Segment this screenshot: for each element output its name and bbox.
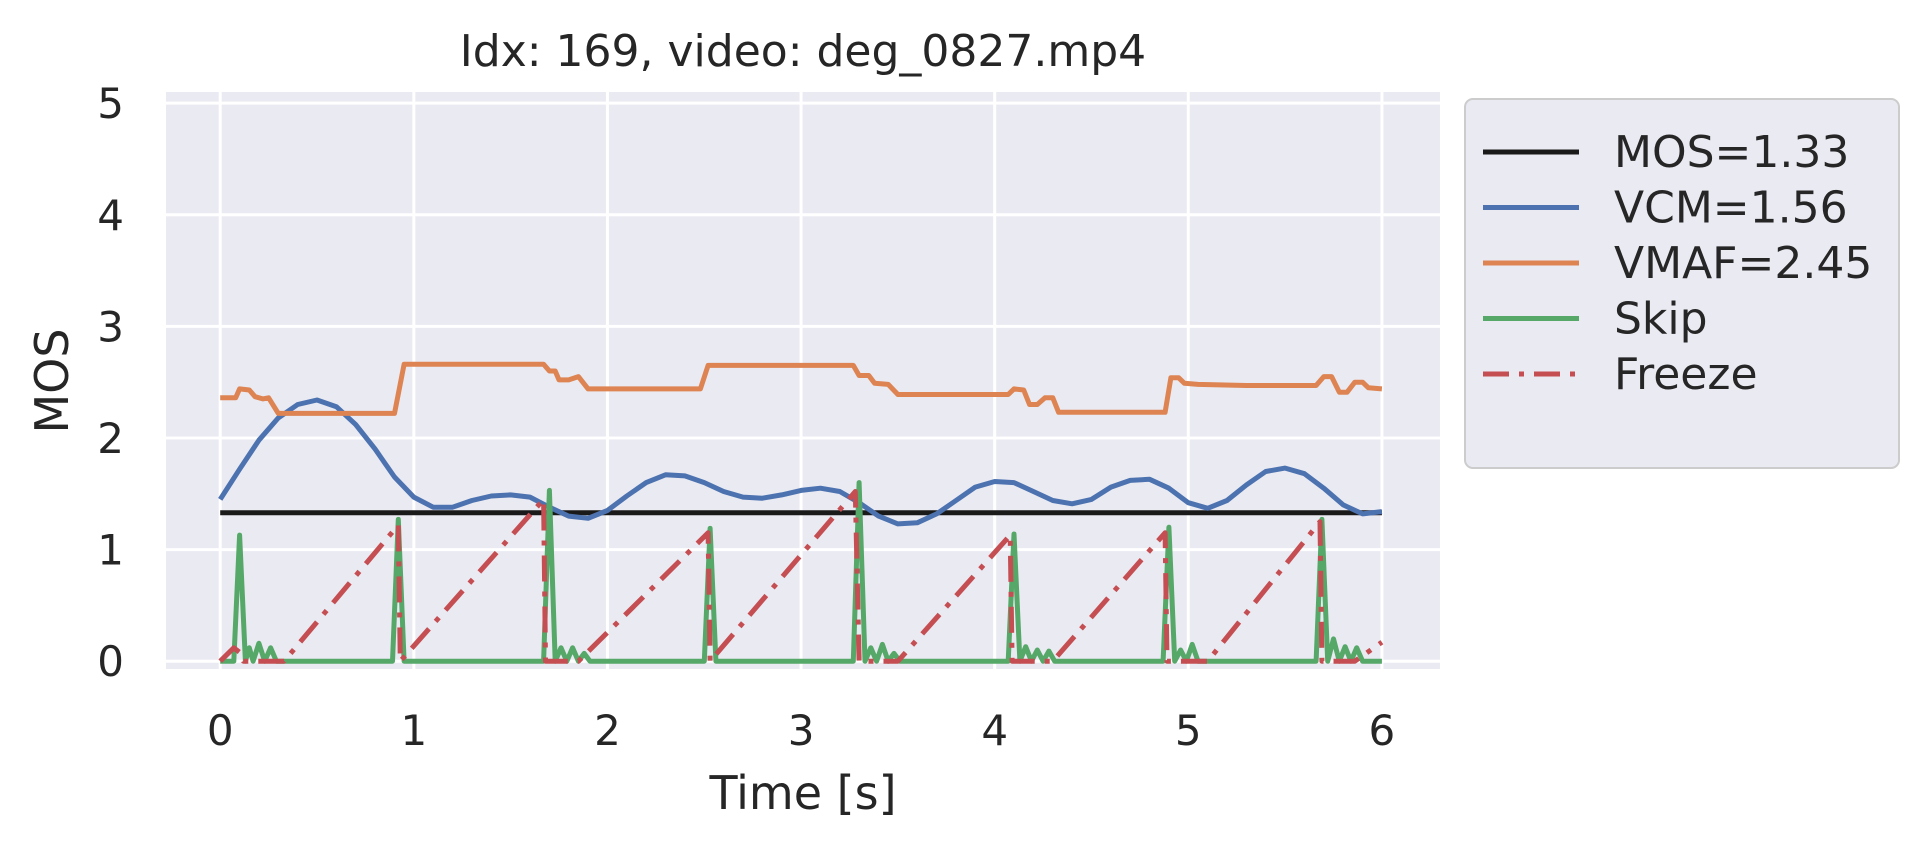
legend-label: Skip xyxy=(1614,294,1708,345)
legend-entry: VCM=1.56 xyxy=(1483,183,1848,234)
plot-area-background xyxy=(166,92,1440,669)
legend-label: MOS=1.33 xyxy=(1614,127,1849,178)
x-axis-label: Time [s] xyxy=(708,766,896,820)
legend-entry: Freeze xyxy=(1483,349,1758,400)
series-line-freeze xyxy=(218,489,1384,664)
x-tick-label: 5 xyxy=(1175,706,1202,755)
y-tick-labels: 0 1 2 3 4 5 xyxy=(97,79,124,686)
x-tick-label: 3 xyxy=(788,706,815,755)
legend-label: VMAF=2.45 xyxy=(1614,238,1872,289)
y-tick-label: 3 xyxy=(97,302,124,351)
y-tick-label: 5 xyxy=(97,79,124,128)
series-line-skip xyxy=(220,480,1382,664)
gridlines xyxy=(166,92,1440,669)
x-tick-label: 0 xyxy=(207,706,234,755)
x-tick-label: 1 xyxy=(400,706,427,755)
x-tick-label: 4 xyxy=(981,706,1008,755)
series-layer xyxy=(218,361,1384,664)
legend-entry: VMAF=2.45 xyxy=(1483,238,1872,289)
legend-entry: Skip xyxy=(1483,294,1708,345)
legend-label: Freeze xyxy=(1614,349,1758,400)
y-tick-label: 0 xyxy=(97,637,124,686)
y-tick-label: 4 xyxy=(97,191,124,240)
x-tick-labels: 0 1 2 3 4 5 6 xyxy=(207,706,1395,755)
y-tick-label: 1 xyxy=(97,526,124,575)
x-tick-label: 2 xyxy=(594,706,621,755)
series-line-vcm xyxy=(218,397,1383,527)
y-tick-label: 2 xyxy=(97,414,124,463)
y-axis-label: MOS xyxy=(25,328,79,433)
x-tick-label: 6 xyxy=(1369,706,1396,755)
series-line-vmaf xyxy=(220,361,1383,416)
legend-label: VCM=1.56 xyxy=(1614,183,1848,234)
legend-entry: MOS=1.33 xyxy=(1483,127,1849,178)
chart-title: Idx: 169, video: deg_0827.mp4 xyxy=(460,26,1146,77)
